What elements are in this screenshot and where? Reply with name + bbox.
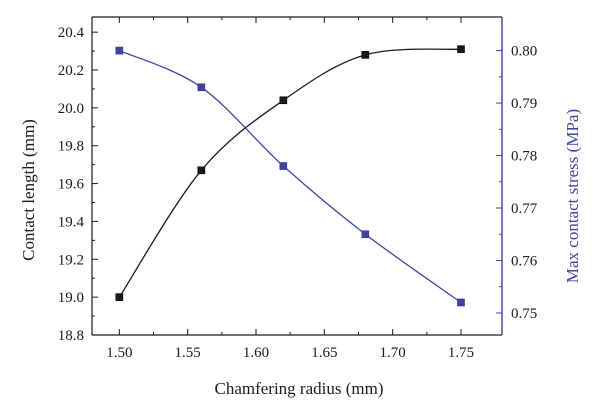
right-axis-ticks: 0.75 0.76 0.77 0.78 0.79 0.80 bbox=[496, 44, 538, 322]
left-y-tick-label: 19.8 bbox=[58, 139, 84, 155]
left-y-tick-label: 19.6 bbox=[58, 177, 85, 193]
right-y-tick-label: 0.76 bbox=[511, 253, 538, 269]
left-y-tick-label: 20.0 bbox=[58, 101, 84, 117]
series-layer bbox=[115, 45, 465, 307]
data-point bbox=[197, 83, 206, 92]
x-tick-label: 1.55 bbox=[175, 345, 201, 361]
left-y-tick-label: 20.4 bbox=[58, 25, 85, 41]
right-y-tick-label: 0.78 bbox=[511, 149, 537, 165]
left-y-axis-title: Contact length (mm) bbox=[19, 119, 38, 261]
x-tick-label: 1.50 bbox=[106, 345, 132, 361]
data-point bbox=[361, 51, 370, 59]
right-y-tick-label: 0.80 bbox=[511, 44, 537, 60]
data-point bbox=[457, 298, 465, 307]
left-y-tick-label: 19.2 bbox=[58, 252, 84, 268]
right-y-axis-title: Max contact stress (MPa) bbox=[563, 109, 582, 283]
data-point bbox=[279, 162, 288, 170]
data-point bbox=[197, 166, 206, 175]
series-line bbox=[118, 48, 462, 298]
x-tick-label: 1.75 bbox=[448, 345, 474, 361]
left-y-tick-label: 19.4 bbox=[58, 214, 85, 230]
left-y-tick-label: 20.2 bbox=[58, 63, 84, 79]
left-axis-ticks: 18.8 19.0 19.2 19.4 19.6 19.8 20.0 20.2 20.4 bbox=[58, 25, 98, 344]
left-y-tick-label: 19.0 bbox=[58, 290, 84, 306]
data-point bbox=[115, 46, 124, 55]
x-tick-label: 1.60 bbox=[243, 345, 269, 361]
x-axis-title: Chamfering radius (mm) bbox=[214, 379, 383, 398]
left-y-tick-label: 18.8 bbox=[58, 328, 84, 344]
x-tick-label: 1.70 bbox=[380, 345, 406, 361]
data-point bbox=[457, 45, 465, 53]
right-y-tick-label: 0.77 bbox=[511, 201, 538, 217]
data-point bbox=[279, 96, 288, 105]
data-point bbox=[115, 293, 124, 301]
series-max-contact-stress bbox=[115, 46, 465, 307]
series-line bbox=[119, 49, 462, 303]
series-contact-length bbox=[115, 45, 465, 301]
axes bbox=[91, 16, 503, 336]
data-point bbox=[361, 230, 370, 239]
x-axis-ticks: 1.50 1.55 1.60 1.65 1.70 1.75 bbox=[106, 17, 474, 361]
right-y-tick-label: 0.79 bbox=[511, 96, 537, 112]
x-tick-label: 1.65 bbox=[311, 345, 337, 361]
right-y-tick-label: 0.75 bbox=[511, 306, 537, 322]
